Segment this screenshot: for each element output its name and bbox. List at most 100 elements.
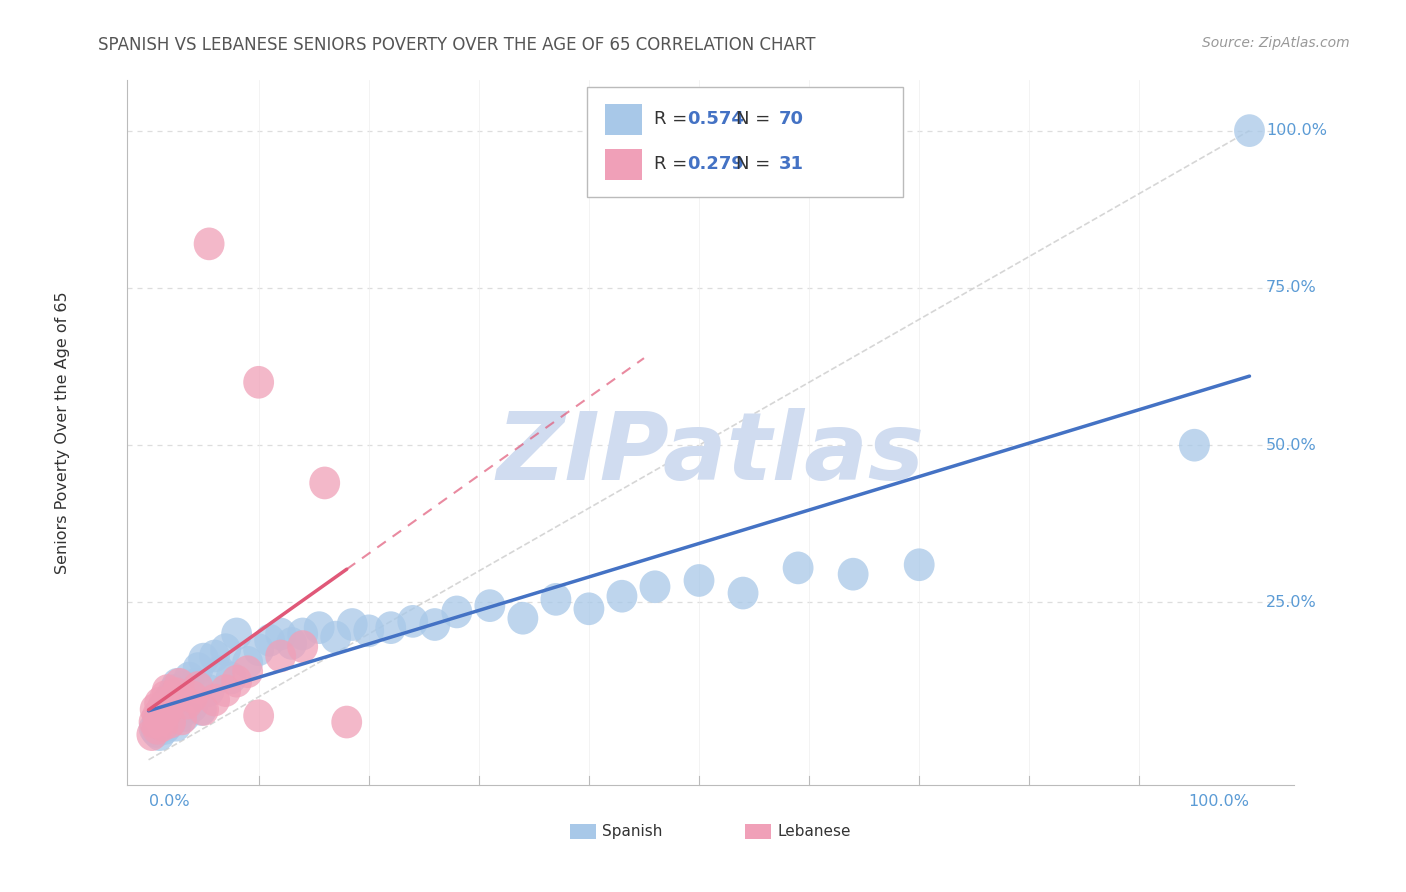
Ellipse shape	[186, 693, 217, 726]
Ellipse shape	[337, 608, 367, 640]
Ellipse shape	[148, 709, 179, 741]
Ellipse shape	[163, 687, 194, 720]
Ellipse shape	[145, 703, 176, 735]
Text: R =: R =	[654, 155, 693, 173]
Ellipse shape	[508, 602, 538, 634]
Bar	[745, 823, 770, 839]
Ellipse shape	[232, 646, 263, 679]
Ellipse shape	[266, 640, 297, 673]
Ellipse shape	[172, 683, 202, 716]
Ellipse shape	[177, 681, 208, 714]
Ellipse shape	[148, 709, 179, 741]
Ellipse shape	[166, 703, 197, 735]
Ellipse shape	[159, 690, 190, 723]
Ellipse shape	[266, 617, 297, 650]
Ellipse shape	[174, 662, 205, 694]
Text: 75.0%: 75.0%	[1265, 280, 1317, 295]
Text: N =: N =	[735, 111, 776, 128]
Ellipse shape	[309, 467, 340, 500]
Text: 31: 31	[779, 155, 803, 173]
Ellipse shape	[155, 706, 186, 739]
Ellipse shape	[180, 668, 211, 700]
Ellipse shape	[162, 668, 193, 700]
Ellipse shape	[188, 643, 219, 675]
Text: 0.279: 0.279	[688, 155, 744, 173]
Ellipse shape	[150, 687, 181, 720]
Text: Spanish: Spanish	[602, 824, 662, 839]
Ellipse shape	[243, 699, 274, 732]
Ellipse shape	[188, 693, 219, 726]
Text: ZIPatlas: ZIPatlas	[496, 408, 924, 500]
Ellipse shape	[165, 668, 195, 700]
Ellipse shape	[304, 611, 335, 644]
Ellipse shape	[254, 624, 285, 657]
Ellipse shape	[160, 709, 191, 741]
Ellipse shape	[142, 706, 173, 739]
Ellipse shape	[177, 690, 208, 723]
Ellipse shape	[683, 564, 714, 597]
Ellipse shape	[160, 677, 191, 710]
Ellipse shape	[136, 718, 167, 751]
Ellipse shape	[166, 697, 197, 729]
Ellipse shape	[146, 693, 177, 726]
FancyBboxPatch shape	[588, 87, 903, 196]
Ellipse shape	[194, 674, 225, 707]
Bar	[569, 823, 596, 839]
Ellipse shape	[139, 693, 170, 726]
Text: Seniors Poverty Over the Age of 65: Seniors Poverty Over the Age of 65	[55, 292, 70, 574]
Ellipse shape	[149, 681, 180, 714]
Ellipse shape	[606, 580, 637, 613]
Ellipse shape	[200, 683, 231, 716]
Ellipse shape	[153, 690, 184, 723]
Ellipse shape	[150, 697, 181, 729]
Text: 25.0%: 25.0%	[1265, 595, 1317, 610]
Text: N =: N =	[735, 155, 776, 173]
Ellipse shape	[276, 627, 307, 660]
Ellipse shape	[221, 665, 252, 698]
Ellipse shape	[157, 693, 188, 726]
Ellipse shape	[243, 633, 274, 666]
Ellipse shape	[159, 674, 190, 707]
Ellipse shape	[145, 718, 174, 751]
Ellipse shape	[419, 608, 450, 640]
Text: Source: ZipAtlas.com: Source: ZipAtlas.com	[1202, 36, 1350, 50]
Ellipse shape	[783, 551, 814, 584]
Ellipse shape	[1180, 429, 1209, 461]
Ellipse shape	[149, 697, 180, 729]
Ellipse shape	[183, 671, 214, 704]
Bar	[606, 149, 643, 180]
Ellipse shape	[574, 592, 605, 625]
Ellipse shape	[153, 699, 184, 732]
Ellipse shape	[152, 709, 183, 741]
Ellipse shape	[143, 709, 174, 741]
Ellipse shape	[153, 690, 184, 723]
Ellipse shape	[375, 611, 406, 644]
Ellipse shape	[170, 699, 200, 732]
Ellipse shape	[155, 681, 186, 714]
Ellipse shape	[142, 699, 173, 732]
Bar	[606, 104, 643, 135]
Text: 100.0%: 100.0%	[1265, 123, 1327, 138]
Ellipse shape	[142, 712, 173, 745]
Text: 100.0%: 100.0%	[1188, 795, 1250, 809]
Ellipse shape	[146, 693, 177, 726]
Ellipse shape	[838, 558, 869, 591]
Ellipse shape	[353, 615, 384, 648]
Ellipse shape	[145, 687, 174, 720]
Text: SPANISH VS LEBANESE SENIORS POVERTY OVER THE AGE OF 65 CORRELATION CHART: SPANISH VS LEBANESE SENIORS POVERTY OVER…	[98, 36, 815, 54]
Ellipse shape	[211, 674, 240, 707]
Ellipse shape	[215, 662, 246, 694]
Ellipse shape	[287, 630, 318, 663]
Ellipse shape	[149, 712, 180, 745]
Ellipse shape	[155, 683, 186, 716]
Ellipse shape	[157, 683, 188, 716]
Ellipse shape	[155, 706, 186, 739]
Ellipse shape	[398, 605, 429, 638]
Ellipse shape	[243, 366, 274, 399]
Ellipse shape	[165, 677, 195, 710]
Text: 0.574: 0.574	[688, 111, 744, 128]
Ellipse shape	[640, 570, 671, 603]
Text: 70: 70	[779, 111, 803, 128]
Ellipse shape	[474, 590, 505, 622]
Ellipse shape	[904, 549, 935, 581]
